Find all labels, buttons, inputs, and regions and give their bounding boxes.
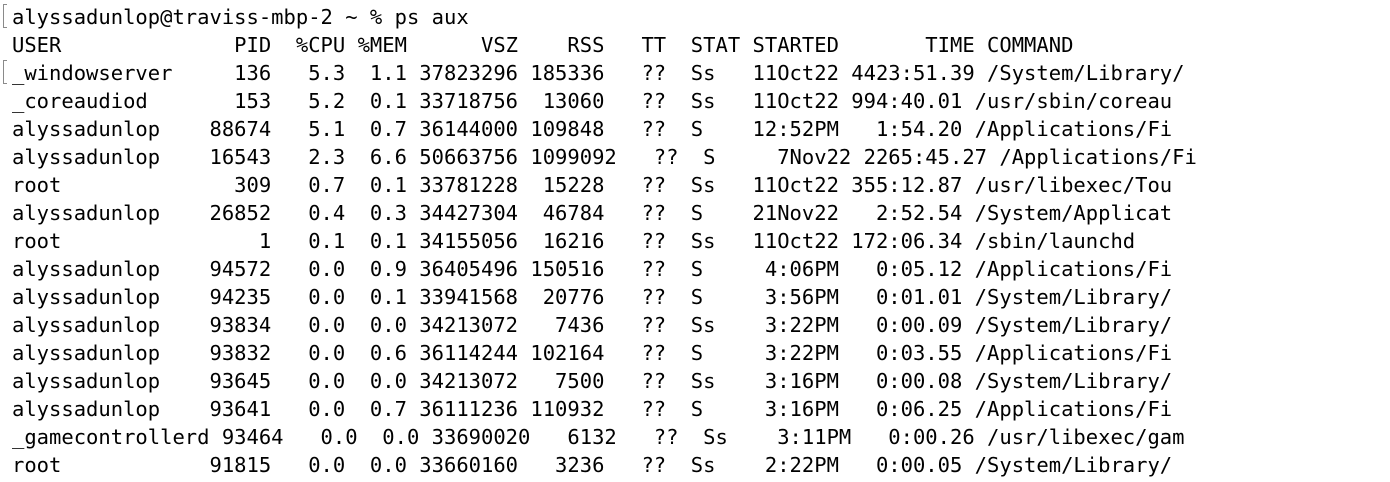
process-row: root 309 0.7 0.1 33781228 15228 ?? Ss 11… bbox=[12, 173, 1173, 197]
process-row: root 91815 0.0 0.0 33660160 3236 ?? Ss 2… bbox=[12, 453, 1173, 477]
process-row: alyssadunlop 93834 0.0 0.0 34213072 7436… bbox=[12, 313, 1173, 337]
process-row: _windowserver 136 5.3 1.1 37823296 18533… bbox=[12, 61, 1185, 85]
process-row: alyssadunlop 93832 0.0 0.6 36114244 1021… bbox=[12, 341, 1173, 365]
output-mark-icon bbox=[3, 60, 7, 84]
process-row: _coreaudiod 153 5.2 0.1 33718756 13060 ?… bbox=[12, 89, 1173, 113]
process-row: _gamecontrollerd 93464 0.0 0.0 33690020 … bbox=[12, 425, 1185, 449]
process-row: alyssadunlop 93645 0.0 0.0 34213072 7500… bbox=[12, 369, 1173, 393]
process-row: alyssadunlop 88674 5.1 0.7 36144000 1098… bbox=[12, 117, 1173, 141]
command-prompt-line: alyssadunlop@traviss-mbp-2 ~ % ps aux bbox=[12, 5, 469, 29]
process-row: alyssadunlop 26852 0.4 0.3 34427304 4678… bbox=[12, 201, 1173, 225]
ps-header-line: USER PID %CPU %MEM VSZ RSS TT STAT START… bbox=[12, 33, 1074, 57]
prompt-mark-icon bbox=[3, 4, 7, 28]
process-row: alyssadunlop 94235 0.0 0.1 33941568 2077… bbox=[12, 285, 1173, 309]
process-row: alyssadunlop 94572 0.0 0.9 36405496 1505… bbox=[12, 257, 1173, 281]
process-row: alyssadunlop 93641 0.0 0.7 36111236 1109… bbox=[12, 397, 1173, 421]
process-row: root 1 0.1 0.1 34155056 16216 ?? Ss 11Oc… bbox=[12, 229, 1136, 253]
process-row: alyssadunlop 16543 2.3 6.6 50663756 1099… bbox=[12, 145, 1197, 169]
